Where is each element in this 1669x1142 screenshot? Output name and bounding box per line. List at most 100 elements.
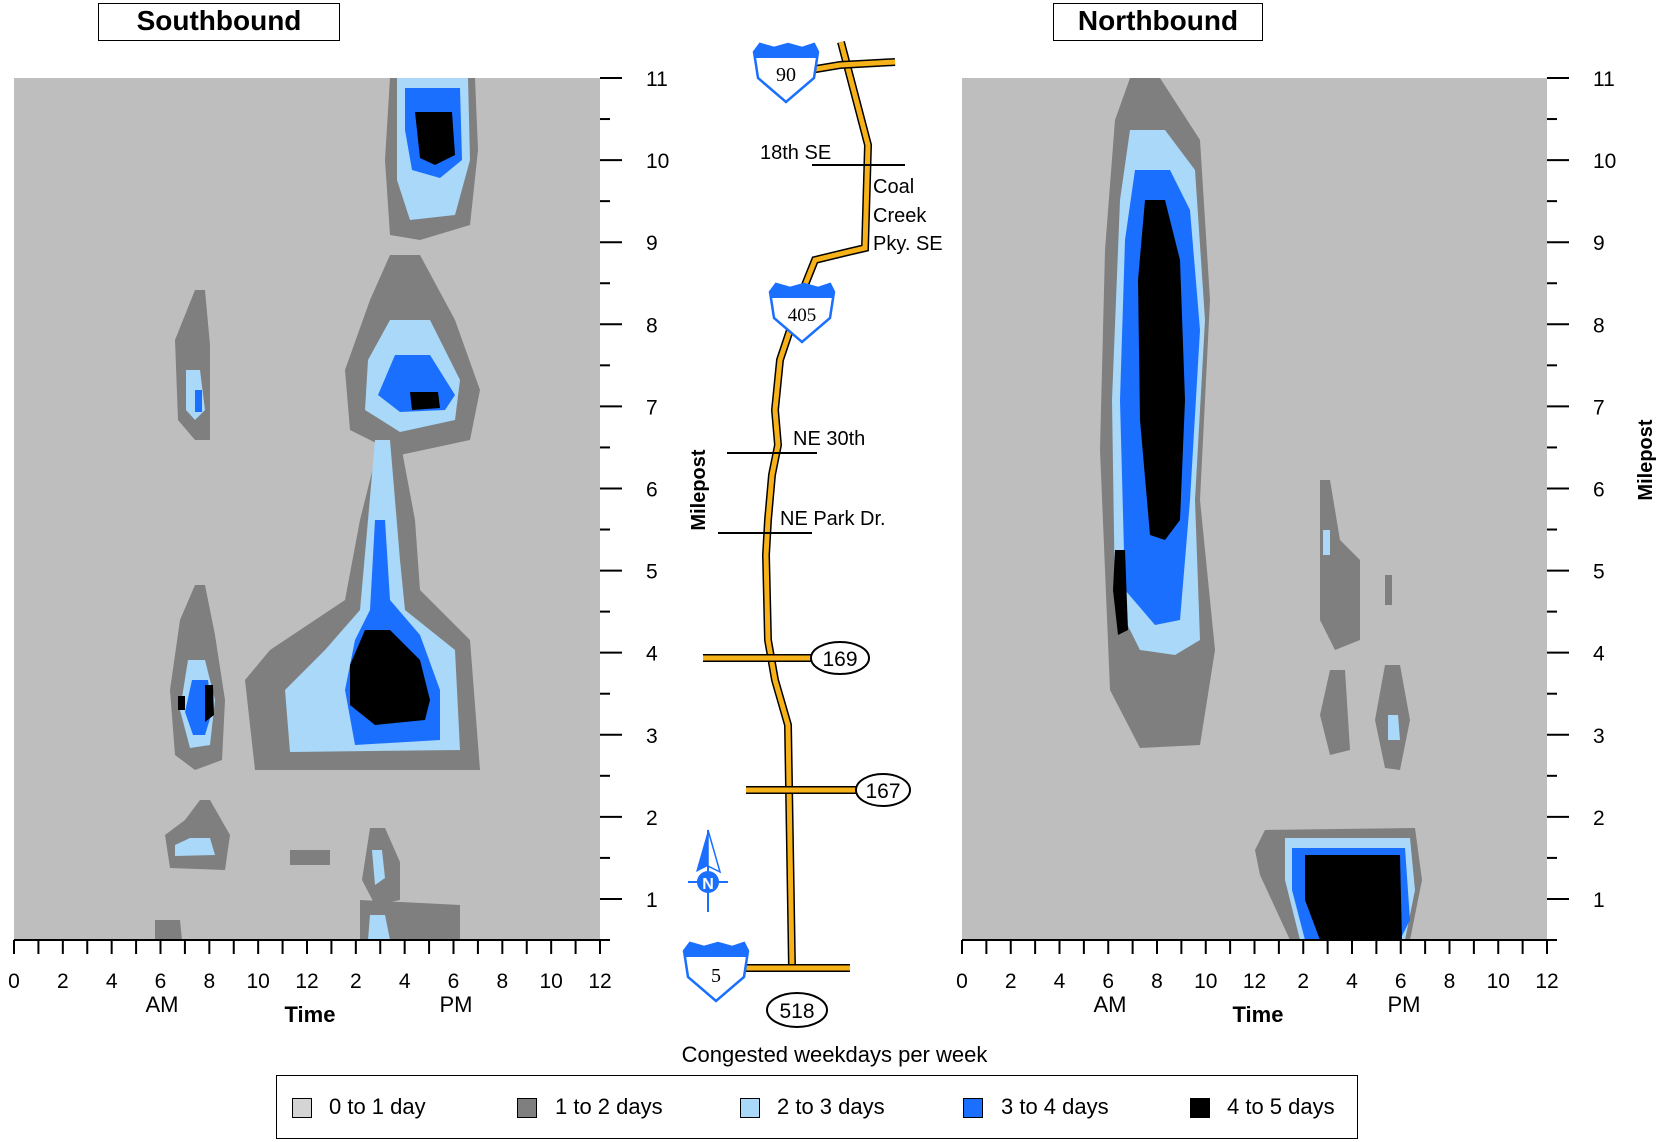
i90-shield-icon: 90 [752, 42, 820, 104]
i405-road [763, 41, 871, 969]
nb-x-tick-label: 6 [1102, 970, 1114, 993]
sb-x-tick-label: 4 [399, 970, 411, 993]
nb-y-tick-label: 9 [1593, 232, 1605, 255]
southbound-title: Southbound [98, 3, 340, 41]
route-518-label: 518 [779, 1000, 814, 1023]
nb-x-tick-label: 8 [1444, 970, 1456, 993]
nb-y-tick-label: 4 [1593, 643, 1605, 666]
nb-x-tick-label: 10 [1194, 970, 1217, 993]
street-18th-se: 18th SE [760, 142, 831, 164]
legend-swatch-4 [1190, 1098, 1210, 1118]
nb-x-tick-label: 12 [1243, 970, 1266, 993]
street-ne-park-dr: NE Park Dr. [780, 508, 886, 530]
sb-x-tick-label: 4 [106, 970, 118, 993]
nb-region-black [1113, 550, 1128, 635]
nb-region-gray [1320, 480, 1360, 650]
nb-y-tick-label: 10 [1593, 150, 1616, 173]
sb-y-tick-label: 5 [646, 561, 658, 584]
nb-y-tick-label: 11 [1593, 68, 1615, 91]
route-518-oval-icon: 518 [766, 992, 828, 1028]
sb-region-black [205, 685, 214, 722]
sb-y-tick-label: 9 [646, 232, 658, 255]
sb-region-black [415, 112, 455, 165]
sb-x-tick-label: 10 [539, 970, 562, 993]
sb-region-black [350, 630, 430, 725]
legend-label-4: 4 to 5 days [1227, 1094, 1335, 1119]
i90-road [809, 59, 896, 73]
i405-road-outline [761, 40, 873, 969]
nb-x-tick-label: 8 [1151, 970, 1163, 993]
i405-shield-label: 405 [788, 305, 817, 326]
legend-label-1: 1 to 2 days [555, 1094, 663, 1119]
sb-y-tick-label: 3 [646, 725, 658, 748]
sb-region-lightblue [372, 850, 385, 885]
sb-region-gray [290, 850, 330, 865]
sb-x-tick-label: 2 [350, 970, 362, 993]
southbound-y-ticks: 1 2 3 4 5 6 7 8 9 10 11 [600, 68, 669, 941]
nb-region-black [1305, 855, 1402, 940]
sb-x-tick-label: 10 [246, 970, 269, 993]
sb-region-lightblue [368, 915, 390, 940]
legend-caption: Congested weekdays per week [681, 1042, 988, 1067]
legend: 0 to 1 day 1 to 2 days 2 to 3 days 3 to … [276, 1075, 1358, 1139]
sb-region-blue [195, 390, 202, 412]
sb-y-tick-label: 1 [646, 889, 658, 912]
nb-region-gray [1320, 670, 1350, 755]
nb-y-tick-label: 8 [1593, 314, 1605, 337]
sb-time-label: Time [285, 1002, 336, 1027]
nb-y-tick-label: 6 [1593, 478, 1605, 501]
nb-time-label: Time [1233, 1002, 1284, 1027]
sb-x-tick-label: 12 [295, 970, 318, 993]
sb-y-tick-label: 11 [646, 68, 668, 91]
route-169-oval-icon: 169 [810, 641, 870, 675]
nb-x-tick-label: 6 [1395, 970, 1407, 993]
sb-y-tick-label: 10 [646, 150, 669, 173]
nb-x-tick-label: 4 [1054, 970, 1066, 993]
legend-label-3: 3 to 4 days [1001, 1094, 1109, 1119]
nb-region-black [1138, 200, 1185, 540]
sb-x-tick-label: 6 [155, 970, 167, 993]
nb-y-tick-label: 3 [1593, 725, 1605, 748]
route-169-label: 169 [822, 648, 857, 671]
nb-x-tick-label: 2 [1005, 970, 1017, 993]
street-ne-30th: NE 30th [793, 428, 865, 450]
sb-y-tick-label: 7 [646, 396, 658, 419]
legend-label-2: 2 to 3 days [777, 1094, 885, 1119]
northbound-title: Northbound [1053, 3, 1263, 41]
route-map: Milepost 18th SE Coal Creek Pky. SE NE 3… [682, 40, 943, 1028]
sb-region-black [178, 696, 185, 710]
nb-x-tick-label: 0 [956, 970, 968, 993]
route-167-oval-icon: 167 [855, 773, 911, 807]
nb-milepost-label: Milepost [1635, 419, 1657, 500]
nb-x-tick-label: 2 [1297, 970, 1309, 993]
sb-x-tick-label: 8 [496, 970, 508, 993]
sb-x-tick-label: 0 [8, 970, 20, 993]
southbound-plot-area [14, 78, 600, 940]
route-167-label: 167 [865, 780, 900, 803]
nb-x-tick-label: 10 [1487, 970, 1510, 993]
sb-region-black [410, 392, 440, 410]
legend-swatch-0 [292, 1098, 312, 1118]
northbound-plot-area [962, 78, 1547, 940]
map-milepost-label: Milepost [688, 449, 710, 530]
nb-region-gray [1385, 575, 1392, 605]
i405-shield-icon: 405 [768, 282, 836, 344]
sb-y-tick-label: 8 [646, 314, 658, 337]
legend-label-0: 0 to 1 day [329, 1094, 426, 1119]
nb-region-lightblue [1323, 530, 1330, 555]
north-arrow-icon: N [688, 829, 728, 912]
northbound-y-ticks: 1 2 3 4 5 6 7 8 9 10 11 [1547, 68, 1616, 941]
nb-y-tick-label: 2 [1593, 807, 1605, 830]
sb-x-tick-label: 12 [588, 970, 611, 993]
northbound-heatmap [962, 78, 1547, 940]
street-coal: Coal [873, 176, 914, 198]
street-creek: Creek [873, 205, 927, 227]
nb-y-tick-label: 1 [1593, 889, 1605, 912]
sb-region-lightblue [175, 838, 215, 856]
nb-am-label: AM [1094, 992, 1127, 1017]
nb-pm-label: PM [1388, 992, 1421, 1017]
sb-y-tick-label: 4 [646, 643, 658, 666]
i90-shield-label: 90 [776, 64, 796, 86]
sb-region-gray [155, 920, 182, 940]
street-pky-se: Pky. SE [873, 233, 943, 255]
